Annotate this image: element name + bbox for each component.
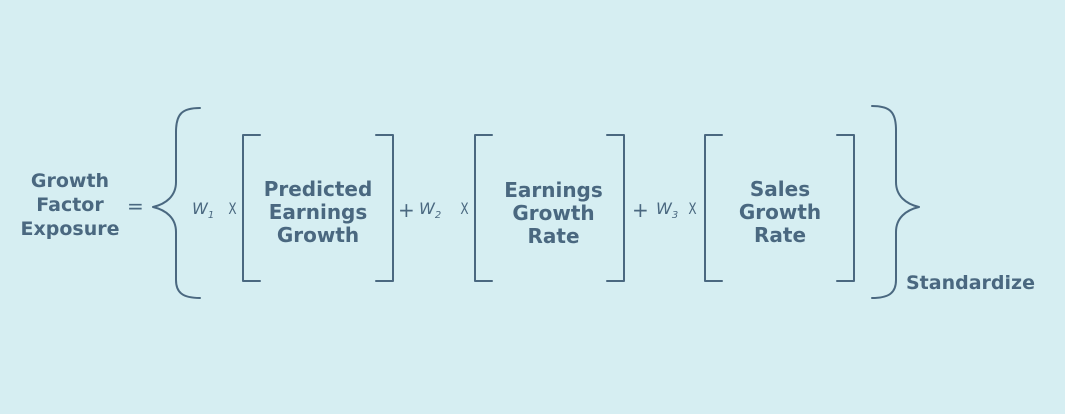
- lhs-line-2: Factor: [36, 194, 104, 216]
- lhs-line-1: Growth: [30, 170, 110, 192]
- weight-1-symbol: W: [192, 199, 208, 218]
- box-earnings-growth-rate: Earnings Growth Rate: [487, 180, 620, 249]
- bracket-2-right: [606, 134, 625, 282]
- box-1-line-1: Predicted: [263, 177, 373, 201]
- bracket-3-right: [836, 134, 855, 282]
- weight-1-subscript: 1: [207, 210, 215, 222]
- plus-sign-1: +: [398, 198, 415, 222]
- box-3-line-3: Rate: [753, 223, 807, 247]
- bracket-2-left: [474, 134, 493, 282]
- box-2-line-1: Earnings: [504, 178, 603, 202]
- weight-2-subscript: 2: [434, 210, 442, 222]
- bracket-1-right: [375, 134, 394, 282]
- multiply-sign-3: X: [688, 199, 697, 218]
- box-1-line-2: Earnings: [268, 200, 368, 224]
- box-2-line-2: Growth: [512, 201, 595, 225]
- lhs-line-3: Exposure: [20, 218, 120, 240]
- box-sales-growth-rate: Sales Growth Rate: [715, 179, 845, 248]
- weight-2: W2: [419, 201, 441, 221]
- equals-sign: =: [127, 194, 144, 218]
- lhs-label: Growth Factor Exposure: [14, 172, 126, 244]
- box-2-line-3: Rate: [527, 224, 580, 248]
- weight-1: W1: [192, 201, 214, 221]
- box-1-line-3: Growth: [276, 223, 360, 247]
- right-curly-brace: [871, 105, 920, 299]
- box-predicted-earnings-growth: Predicted Earnings Growth: [256, 179, 380, 248]
- multiply-sign-1: X: [228, 199, 237, 218]
- box-3-line-1: Sales: [749, 177, 811, 201]
- weight-2-symbol: W: [419, 199, 435, 218]
- weight-3: W3: [656, 201, 678, 221]
- weight-3-symbol: W: [656, 199, 672, 218]
- multiply-sign-2: X: [460, 199, 469, 218]
- plus-sign-2: +: [632, 198, 649, 222]
- left-curly-brace: [152, 107, 201, 299]
- standardize-label: Standardize: [906, 272, 1035, 294]
- bracket-3-left: [704, 134, 723, 282]
- bracket-1-left: [242, 134, 261, 282]
- weight-3-subscript: 3: [671, 210, 679, 222]
- box-3-line-2: Growth: [738, 200, 822, 224]
